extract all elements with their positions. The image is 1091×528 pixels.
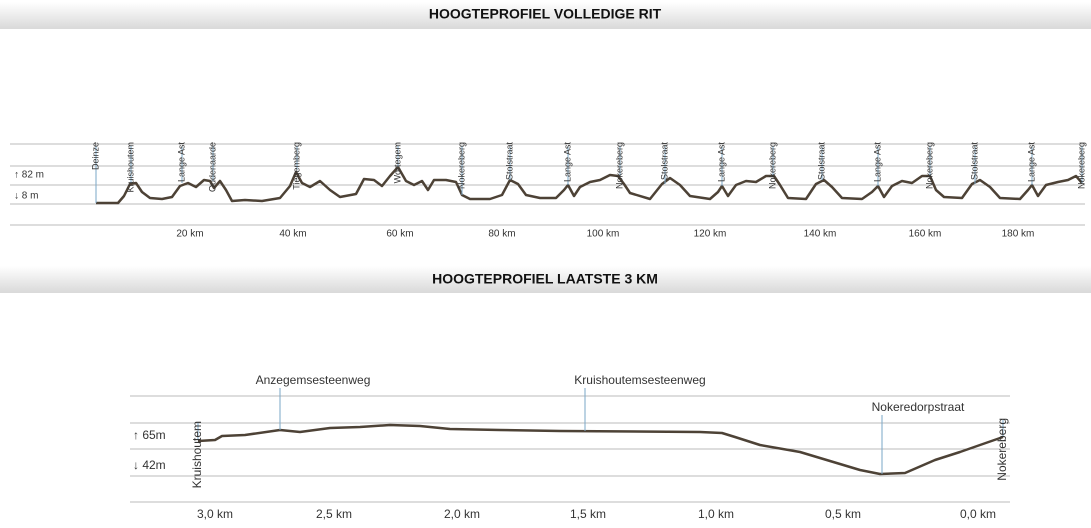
waypoint-label: Kruishoutemsesteenweg — [574, 373, 705, 387]
km-label: 2,5 km — [316, 507, 352, 521]
waypoint-label: Kruishoutem — [125, 142, 135, 193]
km-label: 180 km — [1002, 229, 1035, 240]
km-label: 20 km — [176, 229, 203, 240]
waypoint-label: Anzegemsesteenweg — [256, 373, 371, 387]
min-label: ↓ 8 m — [14, 191, 38, 202]
km-label: 0,5 km — [825, 507, 861, 521]
km-label: 120 km — [694, 229, 727, 240]
elevation-profile — [96, 165, 1083, 205]
min-label: ↓ 42m — [133, 458, 166, 472]
km-label: 140 km — [804, 229, 837, 240]
waypoint-label: Stolstraat — [816, 142, 826, 181]
grid — [130, 395, 1010, 503]
waypoint-label: Nokereberg — [1076, 142, 1086, 189]
waypoint-label: Kruishoutem — [190, 421, 204, 488]
waypoint-label: Oudenaarde — [207, 142, 217, 192]
waypoint-label: Nokereberg — [995, 418, 1009, 481]
waypoint-label: Nokereberg — [614, 142, 624, 189]
waypoint-label: Nokereberg — [924, 142, 934, 189]
waypoint-label: Wortegem — [392, 142, 402, 183]
waypoint-label: Nokereberg — [767, 142, 777, 189]
waypoint-label: Lange Ast — [1026, 142, 1036, 183]
waypoint-label: Stolstraat — [659, 142, 669, 181]
title-bar — [0, 266, 1091, 293]
km-label: 60 km — [386, 229, 413, 240]
waypoint-label: Lange Ast — [872, 142, 882, 183]
waypoint-label: Lange Ast — [716, 142, 726, 183]
km-label: 40 km — [279, 229, 306, 240]
waypoint-label: Stolstraat — [969, 142, 979, 181]
km-label: 100 km — [587, 229, 620, 240]
km-label: 1,0 km — [698, 507, 734, 521]
km-label: 0,0 km — [960, 507, 996, 521]
waypoint-label: Lange Ast — [176, 142, 186, 183]
waypoint-label: Tiegemberg — [291, 142, 301, 190]
waypoint-label: Stolstraat — [504, 142, 514, 181]
waypoint-label: Deinze — [90, 142, 100, 170]
section-title: HOOGTEPROFIEL VOLLEDIGE RIT — [429, 6, 662, 22]
km-label: 160 km — [909, 229, 942, 240]
max-label: ↑ 65m — [133, 428, 166, 442]
section-title: HOOGTEPROFIEL LAATSTE 3 KM — [432, 271, 658, 287]
waypoint-label: Lange Ast — [562, 142, 572, 183]
km-label: 2,0 km — [444, 507, 480, 521]
km-label: 3,0 km — [197, 507, 233, 521]
title-bar — [0, 2, 1091, 29]
elevation-profile — [197, 423, 1004, 476]
km-label: 1,5 km — [570, 507, 606, 521]
km-label: 80 km — [488, 229, 515, 240]
waypoint-label: Nokeredorpstraat — [872, 400, 965, 414]
max-label: ↑ 82 m — [14, 170, 44, 181]
grid — [10, 143, 1085, 226]
waypoint-label: Nokereberg — [456, 142, 466, 189]
